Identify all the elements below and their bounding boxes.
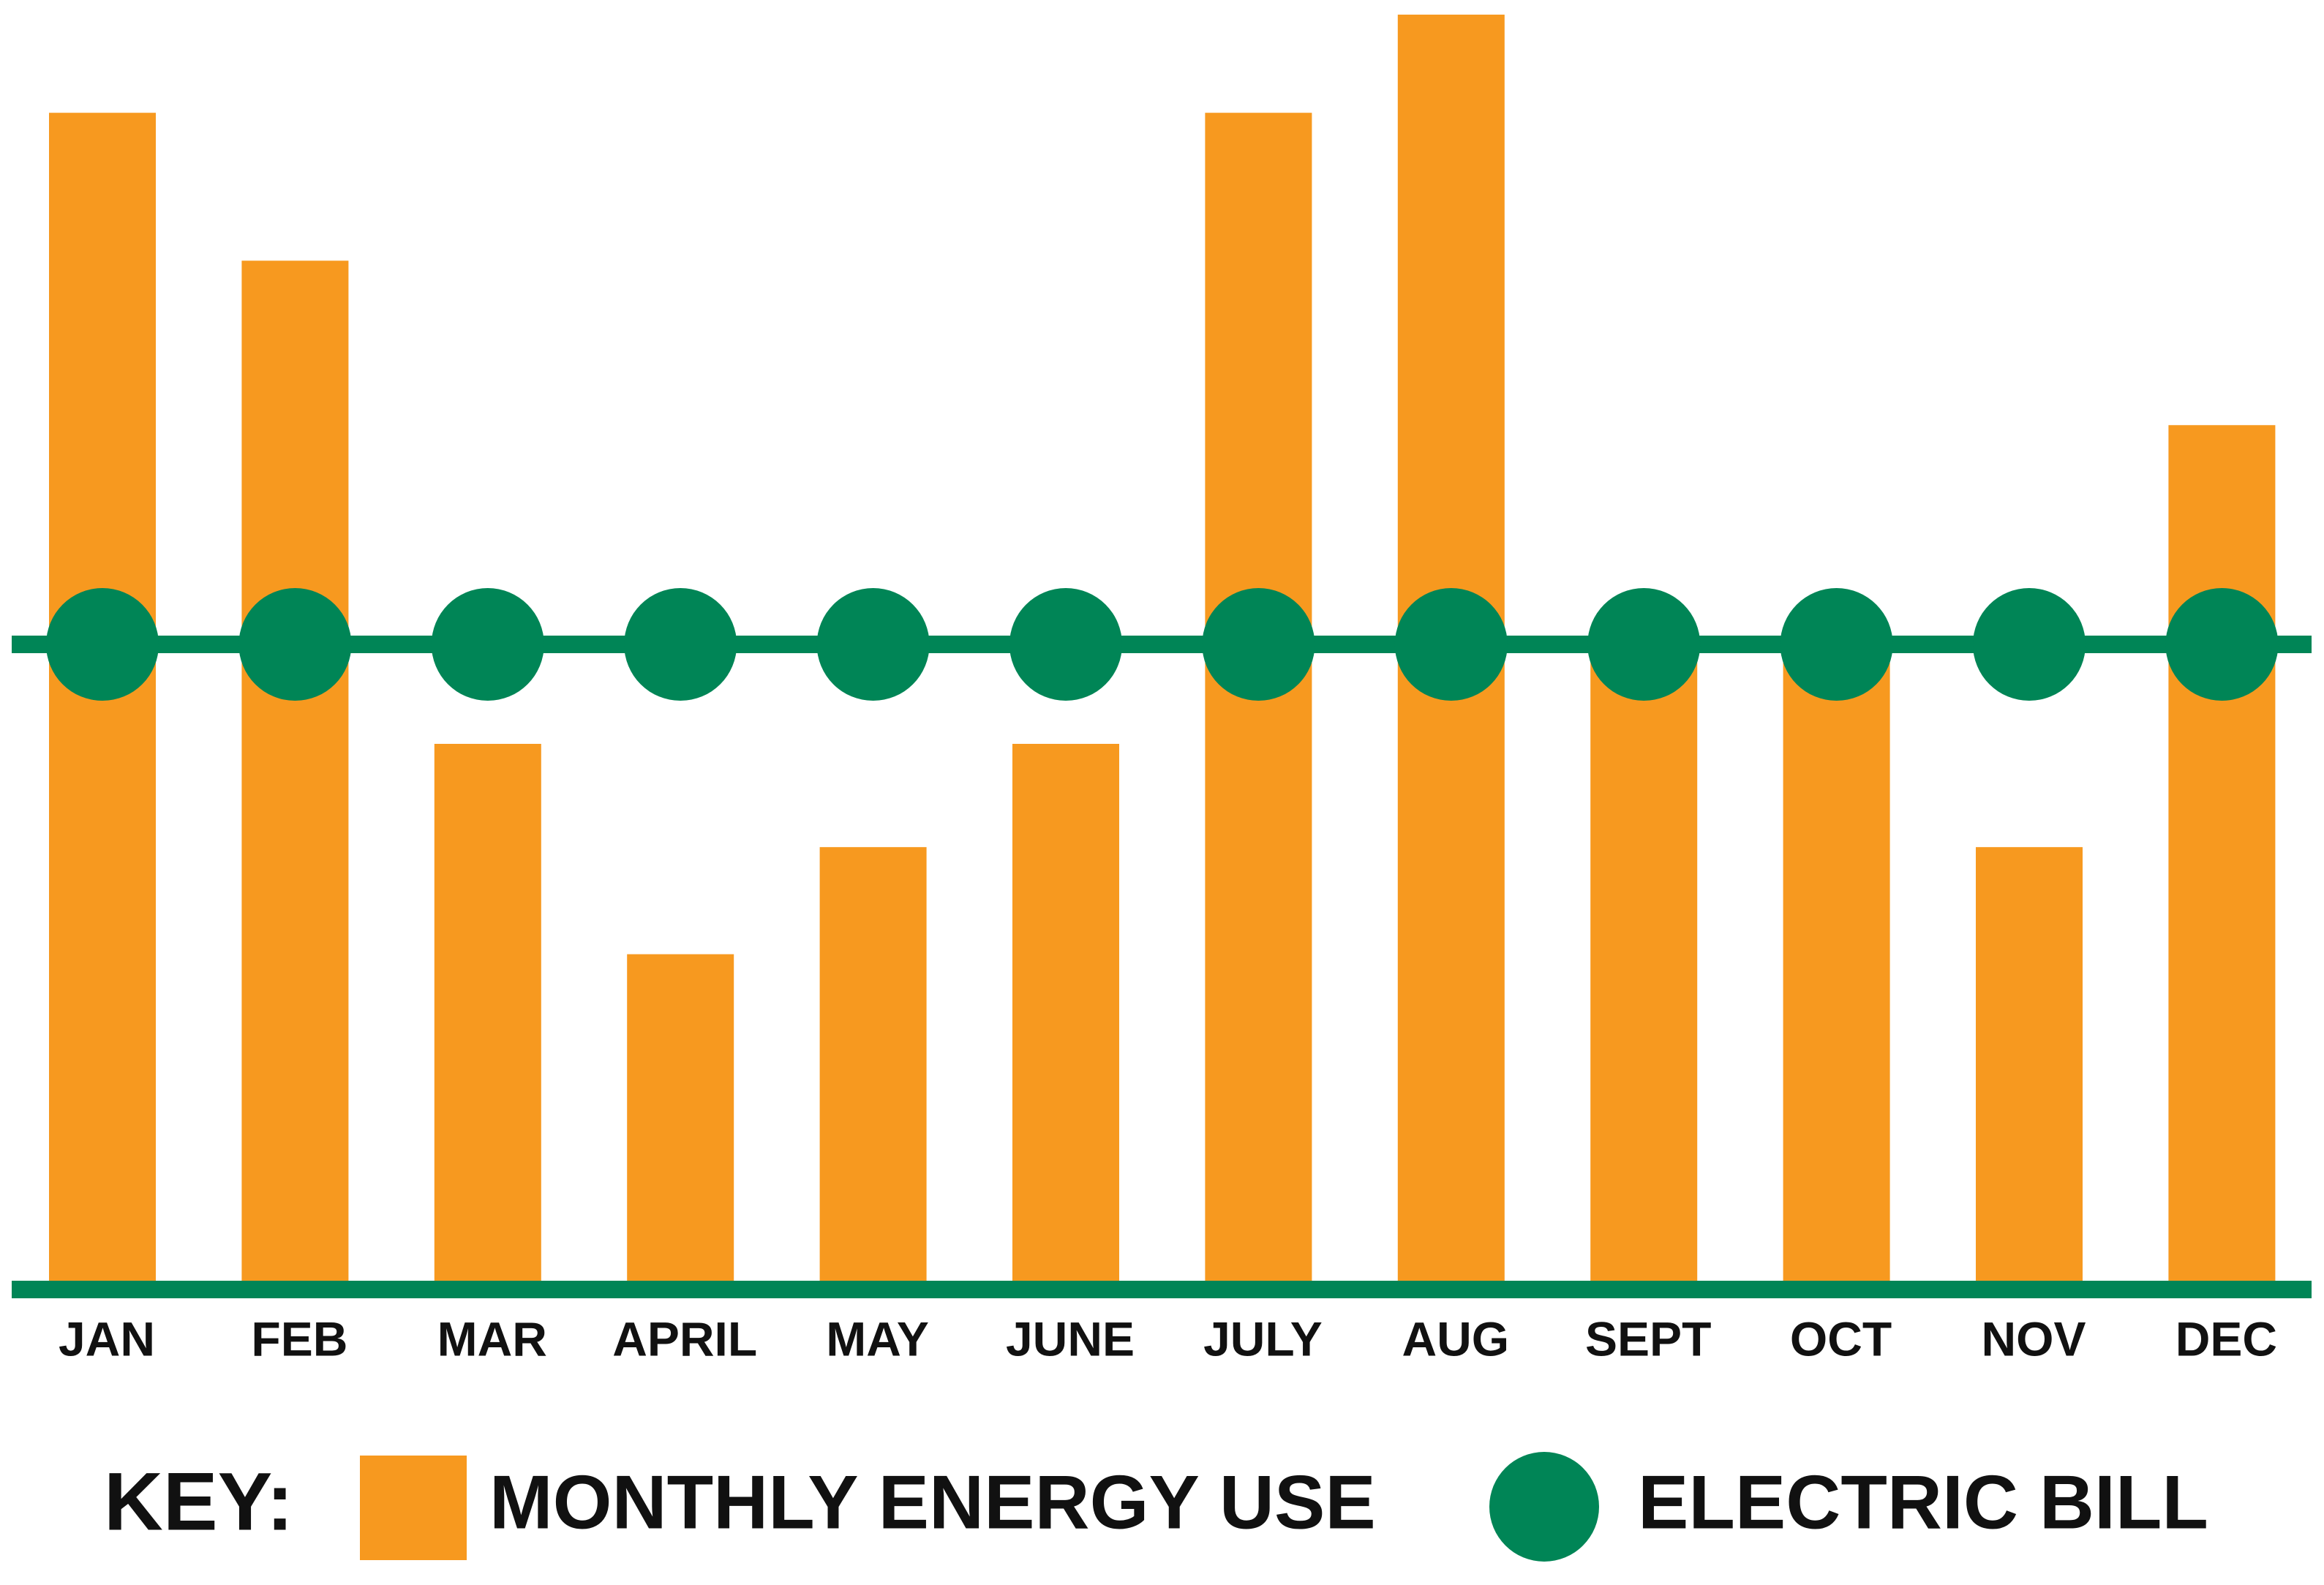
x-tick-label: JUNE (1006, 1311, 1135, 1366)
bar (1590, 652, 1698, 1290)
point (2165, 588, 2279, 701)
point (431, 588, 544, 701)
legend-label: MONTHLY ENERGY USE (489, 1460, 1376, 1545)
bar (2168, 425, 2276, 1290)
bar (49, 113, 156, 1290)
x-tick-label: AUG (1402, 1311, 1509, 1366)
x-tick-label: OCT (1790, 1311, 1892, 1366)
x-tick-label: MAR (437, 1311, 547, 1366)
x-tick-label: NOV (1981, 1311, 2086, 1366)
legend-swatch (360, 1456, 467, 1560)
point (238, 588, 352, 701)
x-tick-label: JAN (59, 1311, 155, 1366)
point (816, 588, 930, 701)
x-tick-label: JULY (1203, 1311, 1323, 1366)
legend-title: KEY: (104, 1456, 293, 1548)
bar (1783, 652, 1890, 1290)
x-tick-label: MAY (826, 1311, 929, 1366)
legend-swatch (1489, 1452, 1599, 1562)
bar (241, 260, 349, 1290)
bar (819, 847, 927, 1290)
point (46, 588, 159, 701)
bar (1976, 847, 2083, 1290)
point (624, 588, 737, 701)
legend-label: ELECTRIC BILL (1638, 1460, 2208, 1545)
bar (627, 954, 734, 1290)
point (1009, 588, 1122, 701)
point (1394, 588, 1508, 701)
bar (434, 743, 541, 1290)
point (1780, 588, 1893, 701)
point (1202, 588, 1315, 701)
x-tick-label: DEC (2176, 1311, 2277, 1366)
x-tick-label: FEB (251, 1311, 347, 1366)
point (1587, 588, 1701, 701)
x-tick-label: APRIL (612, 1311, 757, 1366)
x-tick-label: SEPT (1585, 1311, 1711, 1366)
point (1973, 588, 2086, 701)
bar (1012, 743, 1119, 1290)
bar (1205, 113, 1312, 1290)
